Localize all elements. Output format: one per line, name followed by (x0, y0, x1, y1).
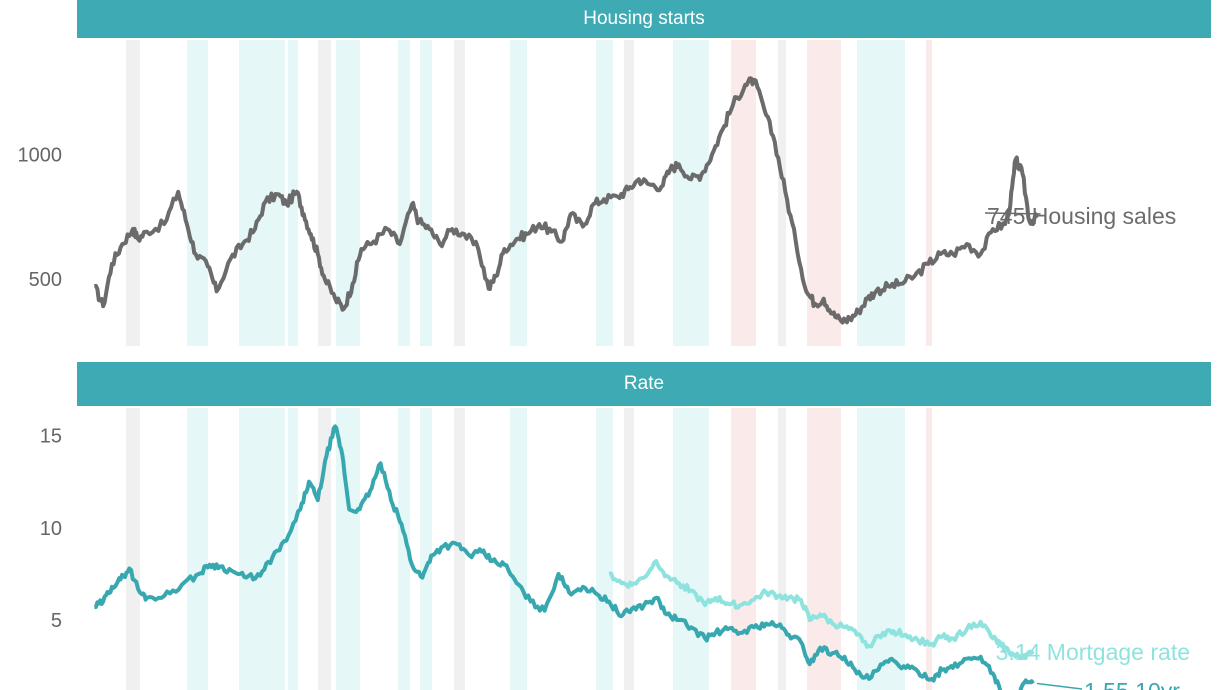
background-band (420, 40, 432, 346)
end-label-connector (984, 212, 1041, 215)
background-band (624, 40, 634, 346)
background-band (126, 40, 140, 346)
end-label-10yr: 1.55 10yr (1084, 678, 1180, 690)
background-band (857, 408, 905, 690)
end-label-housing-sales: 745 Housing sales (987, 203, 1176, 229)
y-tick-label: 500 (29, 269, 62, 291)
background-band (398, 408, 410, 690)
background-band (336, 408, 360, 690)
background-band (673, 408, 709, 690)
background-band (778, 408, 786, 690)
background-band (187, 40, 208, 346)
background-band (420, 408, 432, 690)
background-band (510, 40, 527, 346)
background-band (288, 408, 298, 690)
background-band (731, 408, 756, 690)
background-band (624, 408, 634, 690)
y-tick-label: 1000 (18, 144, 63, 166)
background-band (318, 40, 331, 346)
y-tick-label: 5 (51, 610, 62, 632)
background-band (454, 40, 465, 346)
background-band (596, 40, 613, 346)
end-label-mortgage-rate: 3.14 Mortgage rate (996, 639, 1190, 665)
y-tick-label: 10 (40, 518, 62, 540)
background-band (807, 408, 841, 690)
background-band (596, 408, 613, 690)
series-line-housing-sales (93, 76, 1039, 325)
background-band (673, 40, 709, 346)
series-line-mortgage-rate (608, 559, 1035, 660)
background-band (926, 40, 932, 346)
background-band (126, 408, 140, 690)
end-label-connector (1036, 682, 1083, 690)
background-band (398, 40, 410, 346)
panel-title-housing-starts: Housing starts (77, 0, 1211, 38)
background-band (510, 408, 527, 690)
background-band (926, 408, 932, 690)
background-band (187, 408, 208, 690)
y-tick-label: 15 (40, 426, 62, 448)
panel-title-rate: Rate (77, 362, 1211, 406)
background-band (778, 40, 786, 346)
series-line-10yr (93, 424, 1035, 690)
